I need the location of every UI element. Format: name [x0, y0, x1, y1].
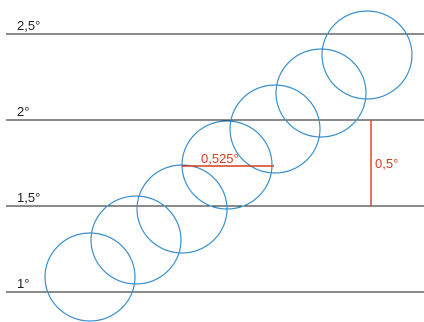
circle-2	[90, 195, 182, 285]
horizontal-measure-label: 0,525°	[201, 151, 239, 166]
circle-1	[44, 232, 136, 322]
circle-5	[229, 84, 321, 174]
level-label-2: 2°	[17, 104, 29, 119]
circle-3	[136, 164, 228, 254]
circle-group	[44, 10, 413, 322]
circle-6	[275, 48, 367, 138]
level-label-1: 1°	[17, 276, 29, 291]
level-label-2-5: 2,5°	[17, 18, 40, 33]
vertical-measure-label: 0,5°	[375, 156, 398, 171]
circle-4	[181, 120, 273, 210]
circle-7	[321, 10, 413, 100]
level-label-1-5: 1,5°	[17, 190, 40, 205]
